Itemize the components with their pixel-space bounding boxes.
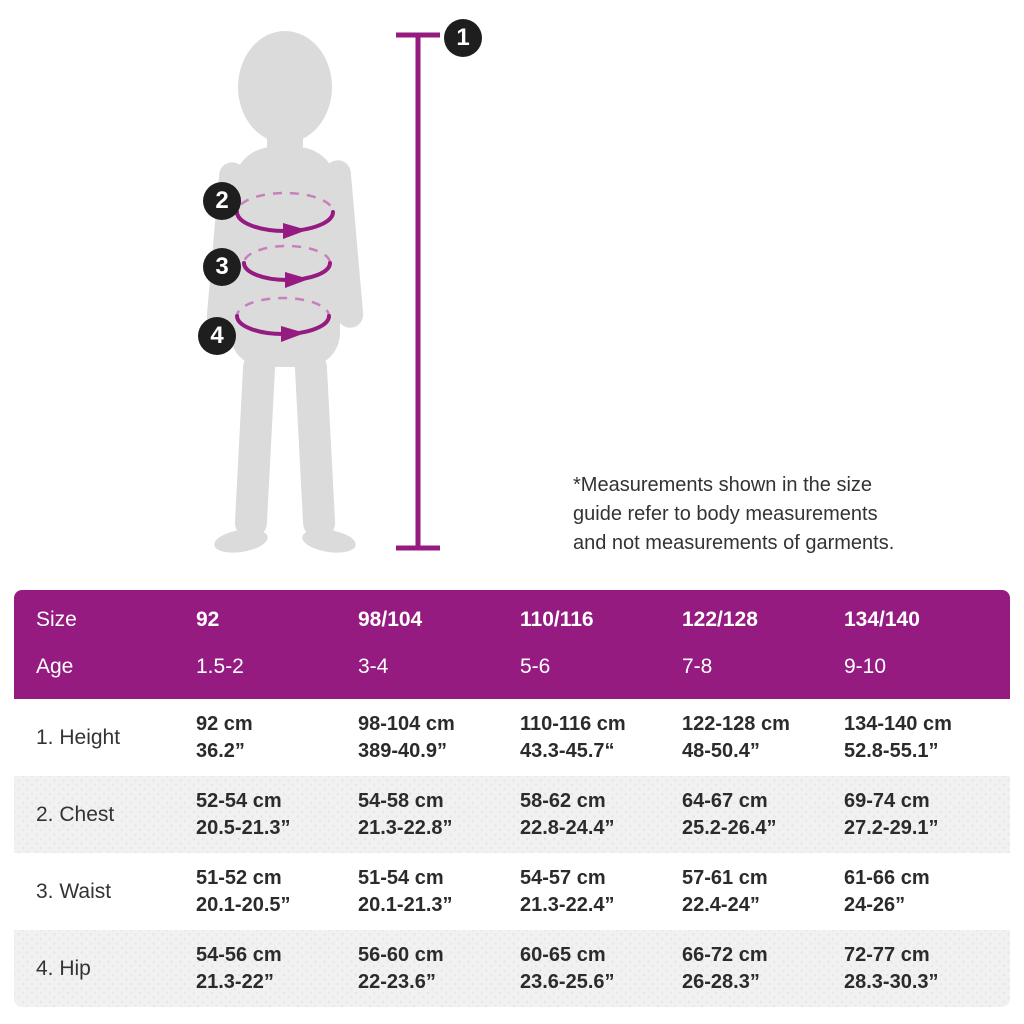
cm-value: 134-140 cm — [844, 712, 952, 735]
cm-value: 60-65 cm — [520, 943, 606, 966]
size-col-1: 92 — [196, 608, 220, 631]
cm-value: 54-57 cm — [520, 866, 606, 889]
inch-value: 25.2-26.4” — [682, 816, 777, 839]
cm-value: 58-62 cm — [520, 789, 606, 812]
cm-value: 54-56 cm — [196, 943, 282, 966]
age-col-2: 3-4 — [358, 655, 389, 678]
chest-cell-1: 52-54 cm 20.5-21.3” — [196, 788, 358, 842]
inch-value: 20.1-21.3” — [358, 893, 453, 916]
inch-value: 43.3-45.7“ — [520, 739, 615, 762]
waist-cell-4: 57-61 cm 22.4-24” — [682, 865, 844, 919]
age-header-label: Age — [36, 655, 74, 678]
row-label-waist: 3. Waist — [36, 879, 112, 903]
waist-measure-ellipse — [242, 244, 332, 288]
size-col-3: 110/116 — [520, 608, 594, 631]
inch-value: 22.4-24” — [682, 893, 760, 916]
chest-cell-4: 64-67 cm 25.2-26.4” — [682, 788, 844, 842]
chest-cell-5: 69-74 cm 27.2-29.1” — [844, 788, 1006, 842]
cm-value: 54-58 cm — [358, 789, 444, 812]
table-header-size-row: Size 92 98/104 110/116 122/128 134/140 — [14, 607, 1010, 633]
size-col-2: 98/104 — [358, 608, 423, 631]
inch-value: 21.3-22.8” — [358, 816, 453, 839]
size-header-label: Size — [36, 608, 77, 631]
inch-value: 48-50.4” — [682, 739, 760, 762]
note-line-3: and not measurements of garments. — [573, 532, 895, 554]
inch-value: 21.3-22” — [196, 970, 274, 993]
chest-cell-3: 58-62 cm 22.8-24.4” — [520, 788, 682, 842]
measurement-note: *Measurements shown in the size guide re… — [573, 471, 894, 558]
table-row-hip: 4. Hip 54-56 cm 21.3-22” 56-60 cm 22-23.… — [14, 930, 1010, 1007]
cm-value: 61-66 cm — [844, 866, 930, 889]
cm-value: 92 cm — [196, 712, 253, 735]
inch-value: 28.3-30.3” — [844, 970, 939, 993]
height-measure-line — [396, 32, 440, 551]
age-col-5: 9-10 — [844, 655, 887, 678]
age-col-1: 1.5-2 — [196, 655, 244, 678]
table-body: 1. Height 92 cm 36.2” 98-104 cm 389-40.9… — [14, 699, 1010, 1007]
waist-cell-5: 61-66 cm 24-26” — [844, 865, 1006, 919]
inch-value: 21.3-22.4” — [520, 893, 615, 916]
age-col-3: 5-6 — [520, 655, 551, 678]
height-cell-5: 134-140 cm 52.8-55.1” — [844, 711, 1006, 765]
cm-value: 57-61 cm — [682, 866, 768, 889]
row-label-height: 1. Height — [36, 725, 121, 749]
row-label-chest: 2. Chest — [36, 802, 115, 826]
inch-value: 22-23.6” — [358, 970, 436, 993]
chest-cell-2: 54-58 cm 21.3-22.8” — [358, 788, 520, 842]
inch-value: 20.1-20.5” — [196, 893, 291, 916]
badge-hip-4: 4 — [198, 317, 236, 355]
hip-cell-1: 54-56 cm 21.3-22” — [196, 942, 358, 996]
inch-value: 26-28.3” — [682, 970, 760, 993]
waist-cell-2: 51-54 cm 20.1-21.3” — [358, 865, 520, 919]
cm-value: 56-60 cm — [358, 943, 444, 966]
table-header: Size 92 98/104 110/116 122/128 134/140 A… — [14, 590, 1010, 699]
child-silhouette-icon — [206, 31, 364, 553]
table-row-waist: 3. Waist 51-52 cm 20.1-20.5” 51-54 cm 20… — [14, 853, 1010, 930]
body-measurement-diagram — [206, 31, 440, 553]
row-label-hip: 4. Hip — [36, 956, 91, 980]
badge-waist-3: 3 — [203, 248, 241, 286]
cm-value: 69-74 cm — [844, 789, 930, 812]
inch-value: 389-40.9” — [358, 739, 447, 762]
badge-chest-2: 2 — [203, 182, 241, 220]
inch-value: 36.2” — [196, 739, 245, 762]
cm-value: 64-67 cm — [682, 789, 768, 812]
hip-cell-3: 60-65 cm 23.6-25.6” — [520, 942, 682, 996]
badge-height-1: 1 — [444, 19, 482, 57]
hip-measure-ellipse — [235, 296, 331, 342]
size-col-4: 122/128 — [682, 608, 758, 631]
height-cell-1: 92 cm 36.2” — [196, 711, 358, 765]
height-cell-3: 110-116 cm 43.3-45.7“ — [520, 711, 682, 765]
table-header-age-row: Age 1.5-2 3-4 5-6 7-8 9-10 — [14, 654, 1010, 680]
table-row-chest: 2. Chest 52-54 cm 20.5-21.3” 54-58 cm 21… — [14, 776, 1010, 853]
cm-value: 122-128 cm — [682, 712, 790, 735]
inch-value: 23.6-25.6” — [520, 970, 615, 993]
waist-cell-3: 54-57 cm 21.3-22.4” — [520, 865, 682, 919]
inch-value: 20.5-21.3” — [196, 816, 291, 839]
cm-value: 66-72 cm — [682, 943, 768, 966]
size-guide-table: Size 92 98/104 110/116 122/128 134/140 A… — [14, 590, 1010, 1007]
inch-value: 27.2-29.1” — [844, 816, 939, 839]
hip-cell-2: 56-60 cm 22-23.6” — [358, 942, 520, 996]
height-cell-2: 98-104 cm 389-40.9” — [358, 711, 520, 765]
size-col-5: 134/140 — [844, 608, 920, 631]
height-cell-4: 122-128 cm 48-50.4” — [682, 711, 844, 765]
inch-value: 24-26” — [844, 893, 906, 916]
hip-cell-4: 66-72 cm 26-28.3” — [682, 942, 844, 996]
note-line-2: guide refer to body measurements — [573, 503, 878, 525]
note-line-1: *Measurements shown in the size — [573, 474, 873, 496]
cm-value: 51-52 cm — [196, 866, 282, 889]
cm-value: 72-77 cm — [844, 943, 930, 966]
cm-value: 110-116 cm — [520, 712, 626, 735]
hip-cell-5: 72-77 cm 28.3-30.3” — [844, 942, 1006, 996]
cm-value: 98-104 cm — [358, 712, 455, 735]
waist-cell-1: 51-52 cm 20.1-20.5” — [196, 865, 358, 919]
table-row-height: 1. Height 92 cm 36.2” 98-104 cm 389-40.9… — [14, 699, 1010, 776]
inch-value: 52.8-55.1” — [844, 739, 939, 762]
inch-value: 22.8-24.4” — [520, 816, 615, 839]
cm-value: 52-54 cm — [196, 789, 282, 812]
cm-value: 51-54 cm — [358, 866, 444, 889]
age-col-4: 7-8 — [682, 655, 713, 678]
